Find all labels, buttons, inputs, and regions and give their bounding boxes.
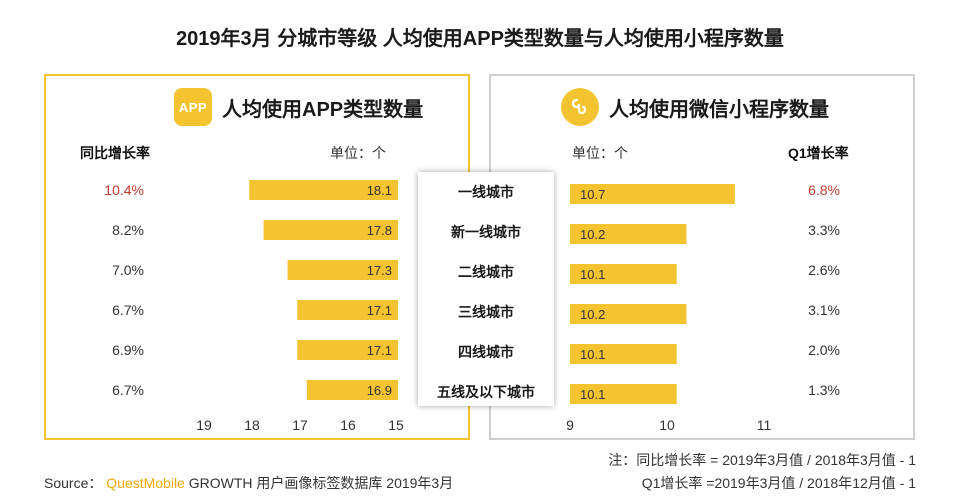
source-line: Source： QuestMobile GROWTH 用户画像标签数据库 201… [44, 473, 453, 493]
app-bar [287, 260, 398, 280]
mini-growth-rate: 3.1% [808, 302, 840, 318]
mini-bar [570, 264, 677, 284]
app-panel-header: APP 人均使用APP类型数量 [174, 88, 424, 126]
mini-bar [570, 224, 687, 244]
city-label: 二线城市 [458, 264, 514, 280]
app-bar [297, 300, 398, 320]
app-growth-rate: 6.7% [112, 302, 144, 318]
mini-panel-title: 人均使用微信小程序数量 [609, 98, 829, 121]
miniprogram-icon [561, 88, 599, 126]
miniprogram-panel: 人均使用微信小程序数量 [489, 74, 915, 440]
app-bar-value: 17.3 [367, 263, 392, 278]
app-icon: APP [174, 88, 212, 126]
app-bar-value: 17.1 [367, 303, 392, 318]
right-rate-header: Q1增长率 [788, 145, 849, 161]
mini-panel-header: 人均使用微信小程序数量 [561, 88, 829, 126]
city-label: 三线城市 [458, 304, 514, 320]
mini-bar-value: 10.2 [580, 307, 605, 322]
mini-growth-rate: 6.8% [808, 182, 840, 198]
mini-bar-value: 10.7 [580, 187, 605, 202]
source-brand: QuestMobile [106, 475, 185, 491]
note-q1-formula: Q1增长率 =2019年3月值 / 2018年12月值 - 1 [641, 475, 916, 491]
mini-axis-tick: 9 [566, 417, 574, 433]
mini-bar [570, 304, 687, 324]
app-axis-tick: 16 [340, 417, 356, 433]
app-axis-tick: 17 [292, 417, 308, 433]
mini-growth-rate: 2.6% [808, 262, 840, 278]
source-suffix: GROWTH 用户画像标签数据库 2019年3月 [188, 475, 454, 491]
right-unit-label: 单位：个 [572, 145, 628, 161]
app-axis-tick: 19 [196, 417, 212, 433]
mini-bar-value: 10.1 [580, 387, 605, 402]
mini-bar-value: 10.1 [580, 267, 605, 282]
app-panel-title: 人均使用APP类型数量 [222, 98, 424, 121]
app-growth-rate: 7.0% [112, 262, 144, 278]
mini-axis-tick: 11 [756, 417, 772, 433]
app-growth-rate: 8.2% [112, 222, 144, 238]
mini-growth-rate: 3.3% [808, 222, 840, 238]
app-bar-value: 17.1 [367, 343, 392, 358]
app-axis-tick: 15 [388, 417, 404, 433]
city-category-list: 一线城市新一线城市二线城市三线城市四线城市五线及以下城市 [418, 172, 554, 406]
mini-bar [570, 344, 677, 364]
app-bar-value: 17.8 [367, 223, 392, 238]
app-axis-tick: 18 [244, 417, 260, 433]
mini-axis-tick: 10 [659, 417, 675, 433]
app-bar [297, 340, 398, 360]
left-rate-header: 同比增长率 [80, 145, 150, 161]
mini-bar-value: 10.1 [580, 347, 605, 362]
note-yoy-formula: 注：同比增长率 = 2019年3月值 / 2018年3月值 - 1 [608, 452, 916, 468]
city-label: 五线及以下城市 [437, 384, 535, 400]
app-bar [306, 380, 398, 400]
app-growth-rate: 10.4% [104, 182, 144, 198]
app-growth-rate: 6.9% [112, 342, 144, 358]
mini-growth-rate: 1.3% [808, 382, 840, 398]
app-bar [263, 220, 398, 240]
chart-title: 2019年3月 分城市等级 人均使用APP类型数量与人均使用小程序数量 [176, 28, 784, 50]
app-bar-value: 16.9 [367, 383, 392, 398]
app-growth-rate: 6.7% [112, 382, 144, 398]
city-label: 四线城市 [458, 344, 514, 360]
app-bar [249, 180, 398, 200]
mini-bar [570, 384, 677, 404]
mini-bar-value: 10.2 [580, 227, 605, 242]
app-bar-value: 18.1 [367, 183, 392, 198]
city-label: 新一线城市 [451, 224, 521, 240]
city-label: 一线城市 [458, 184, 514, 200]
source-prefix: Source： [44, 475, 103, 491]
left-unit-label: 单位：个 [330, 145, 386, 161]
mini-bar [570, 184, 735, 204]
mini-growth-rate: 2.0% [808, 342, 840, 358]
